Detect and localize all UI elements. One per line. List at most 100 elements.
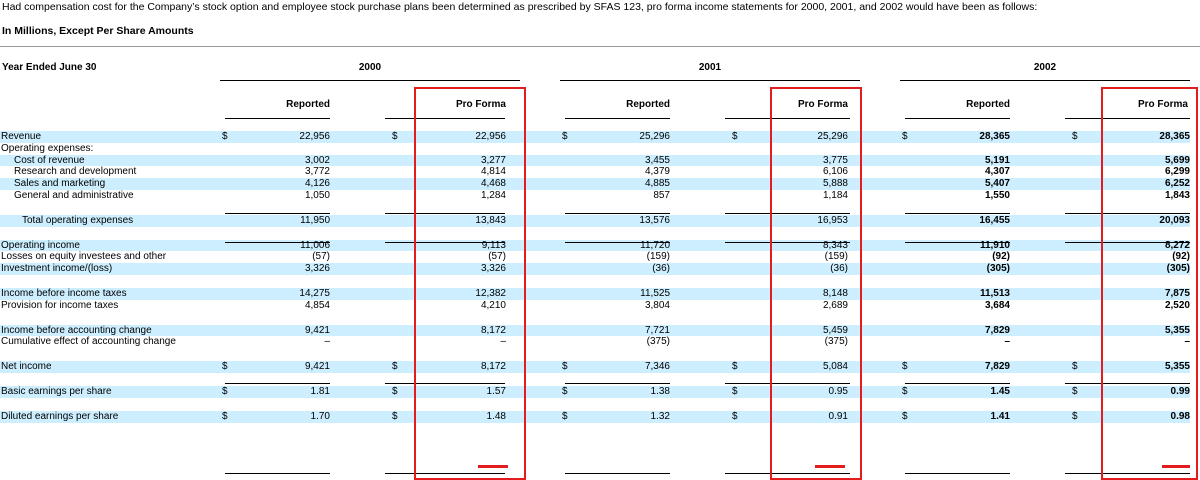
row-label: Basic earnings per share bbox=[0, 385, 220, 398]
table-row: Operating expenses: bbox=[0, 143, 1190, 155]
year-2000: 2000 bbox=[358, 62, 382, 73]
cell-value: 9,421 bbox=[240, 361, 330, 373]
currency-sign: $ bbox=[900, 385, 920, 398]
cell-value: 8,148 bbox=[750, 287, 848, 300]
cell-value: 6,252 bbox=[1090, 178, 1190, 190]
cell-value: 7,829 bbox=[920, 324, 1010, 337]
diluted-eps-underline-2001 bbox=[815, 465, 845, 468]
cell-value: 3,772 bbox=[304, 166, 330, 178]
cell-value: 0.95 bbox=[750, 385, 848, 398]
cell-value: 11,525 bbox=[580, 287, 670, 300]
period-label: Year Ended June 30 bbox=[2, 62, 97, 73]
cell-value: – bbox=[1184, 336, 1190, 348]
subtotal-rule bbox=[725, 213, 850, 214]
table-row: General and administrative 1,050 1,284 8… bbox=[0, 190, 1190, 202]
total-rule bbox=[565, 473, 670, 474]
subtotal-rule bbox=[1065, 213, 1190, 214]
row-label: Investment income/(loss) bbox=[0, 263, 220, 275]
row-label: Research and development bbox=[14, 166, 137, 178]
cell-value: 4,468 bbox=[410, 178, 506, 190]
cell-value: 5,699 bbox=[1090, 154, 1190, 167]
cell-value: 3,775 bbox=[750, 154, 848, 167]
cell-value: 1,050 bbox=[304, 189, 330, 201]
header-rule bbox=[0, 46, 1200, 47]
total-rule bbox=[225, 473, 330, 474]
row-label: Income before accounting change bbox=[0, 324, 220, 337]
subtotal-rule bbox=[385, 213, 505, 214]
cell-value: (92) bbox=[1172, 251, 1190, 263]
row-label: Diluted earnings per share bbox=[0, 410, 220, 423]
cell-value: 2,520 bbox=[1164, 299, 1190, 311]
cell-value: (375) bbox=[824, 336, 848, 348]
table-row: Investment income/(loss) 3,326 3,326 (36… bbox=[0, 263, 1190, 275]
cell-value: 4,210 bbox=[480, 299, 506, 311]
cell-value: – bbox=[500, 336, 506, 348]
currency-sign: $ bbox=[220, 385, 240, 398]
table-row: Total operating expenses 11,950 13,843 1… bbox=[0, 214, 1190, 227]
cell-value: 13,576 bbox=[580, 214, 670, 227]
col-proforma-2001: Pro Forma bbox=[797, 99, 848, 110]
cell-value: (159) bbox=[824, 251, 848, 263]
currency-sign: $ bbox=[730, 131, 750, 143]
table-row: Provision for income taxes 4,854 4,210 3… bbox=[0, 300, 1190, 312]
cell-value: 4,814 bbox=[480, 166, 506, 178]
currency-sign: $ bbox=[390, 410, 410, 423]
row-label: Income before income taxes bbox=[0, 287, 220, 300]
year-rule-2001 bbox=[560, 80, 860, 81]
currency-sign: $ bbox=[220, 131, 240, 143]
subtotal-rule bbox=[1065, 383, 1190, 384]
cell-value: (57) bbox=[312, 251, 330, 263]
currency-sign: $ bbox=[730, 361, 750, 373]
cell-value: 5,355 bbox=[1090, 361, 1190, 373]
total-rule bbox=[385, 473, 505, 474]
cell-value: 0.99 bbox=[1090, 385, 1190, 398]
cell-value: 3,684 bbox=[984, 299, 1010, 311]
cell-value: (305) bbox=[1090, 263, 1190, 275]
row-label: Cumulative effect of accounting change bbox=[1, 336, 176, 348]
cell-value: (305) bbox=[920, 263, 1010, 275]
table-row: Income before income taxes 14,275 12,382… bbox=[0, 287, 1190, 300]
table-row: Losses on equity investees and other (57… bbox=[0, 251, 1190, 263]
table-row: Sales and marketing 4,126 4,468 4,885 5,… bbox=[0, 178, 1190, 190]
row-label: Operating income bbox=[0, 239, 220, 252]
cell-value: 3,326 bbox=[240, 263, 330, 275]
cell-value: 5,407 bbox=[920, 178, 1010, 190]
intro-paragraph: Had compensation cost for the Company’s … bbox=[2, 1, 1038, 13]
row-label: Net income bbox=[0, 361, 220, 373]
cell-value: 1,550 bbox=[984, 189, 1010, 201]
cell-value: 1.32 bbox=[580, 410, 670, 423]
colhead-rule bbox=[905, 118, 1010, 119]
cell-value: 9,113 bbox=[410, 239, 506, 252]
year-rule-2002 bbox=[900, 80, 1190, 81]
currency-sign: $ bbox=[900, 410, 920, 423]
col-proforma-2002: Pro Forma bbox=[1137, 99, 1188, 110]
cell-value: 22,956 bbox=[240, 131, 330, 143]
cell-value: 12,382 bbox=[410, 287, 506, 300]
cell-value: 6,106 bbox=[822, 166, 848, 178]
year-2001: 2001 bbox=[698, 62, 722, 73]
cell-value: (36) bbox=[750, 263, 848, 275]
row-label: Total operating expenses bbox=[0, 214, 220, 227]
cell-value: 1.57 bbox=[410, 385, 506, 398]
row-label: Cost of revenue bbox=[0, 154, 220, 167]
cell-value: (159) bbox=[646, 251, 670, 263]
cell-value: 28,365 bbox=[1090, 131, 1190, 143]
total-rule bbox=[1065, 473, 1190, 474]
subtotal-rule bbox=[725, 242, 850, 243]
cell-value: 5,888 bbox=[750, 178, 848, 190]
cell-value: 1.41 bbox=[920, 410, 1010, 423]
cell-value: 11,006 bbox=[240, 239, 330, 252]
cell-value: 11,910 bbox=[920, 239, 1010, 252]
cell-value: 11,720 bbox=[580, 239, 670, 252]
table-row: Net income $ 9,421 $ 8,172 $ 7,346 $ 5,0… bbox=[0, 361, 1190, 373]
table-row: Research and development 3,772 4,814 4,3… bbox=[0, 166, 1190, 178]
table-row: Cumulative effect of accounting change –… bbox=[0, 336, 1190, 348]
cell-value: 7,346 bbox=[580, 361, 670, 373]
cell-value: 7,875 bbox=[1090, 287, 1190, 300]
table-row: Revenue $ 22,956 $ 22,956 $ 25,296 $ 25,… bbox=[0, 131, 1190, 143]
subtotal-rule bbox=[225, 383, 330, 384]
cell-value: 1.81 bbox=[240, 385, 330, 398]
currency-sign: $ bbox=[1070, 131, 1090, 143]
cell-value: 28,365 bbox=[920, 131, 1010, 143]
cell-value: 11,950 bbox=[240, 214, 330, 227]
